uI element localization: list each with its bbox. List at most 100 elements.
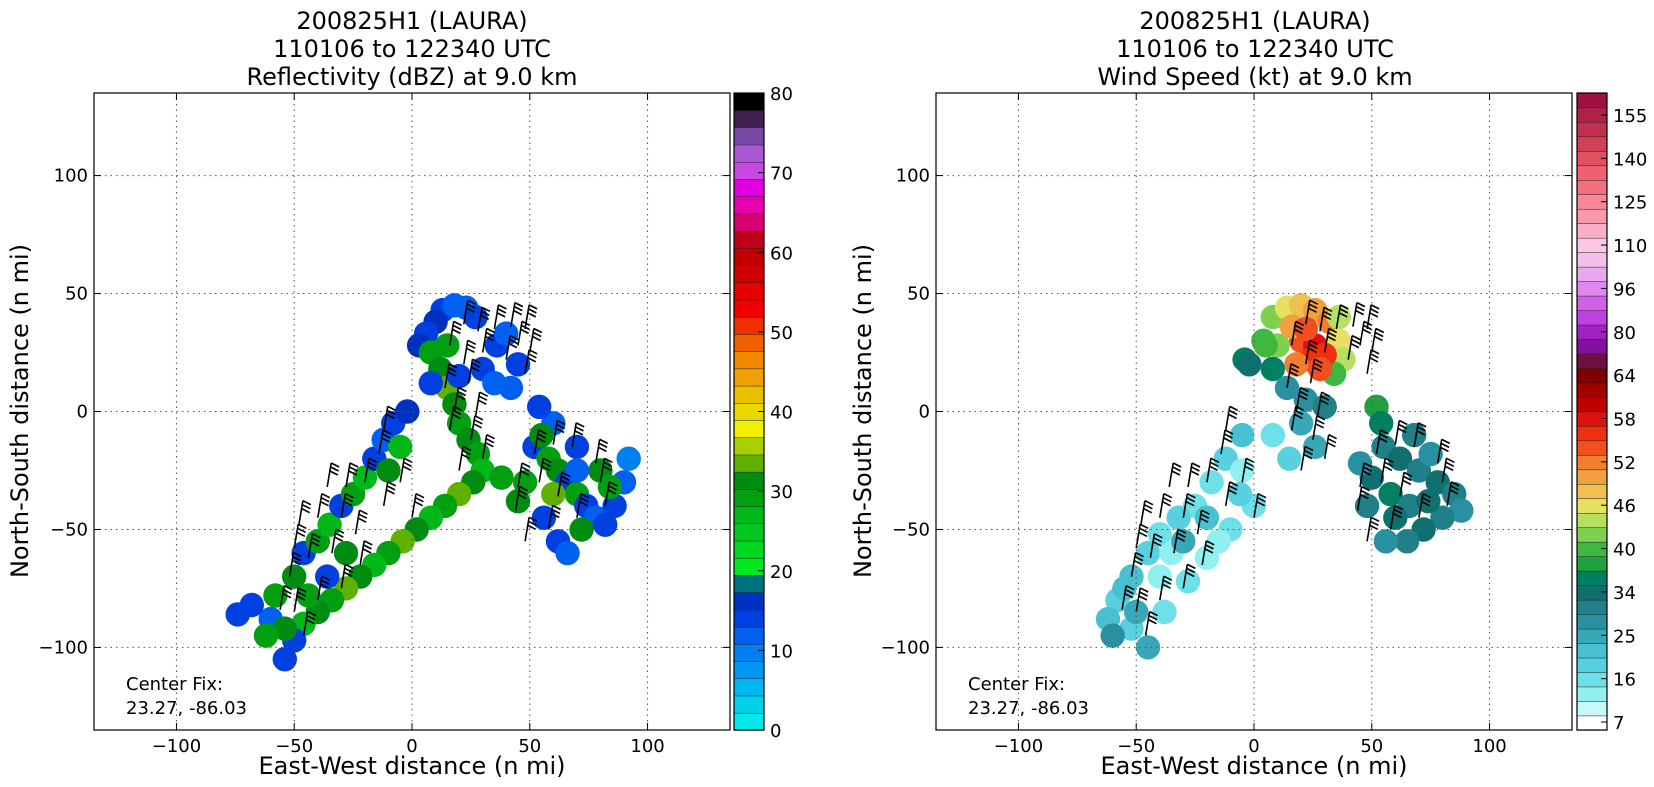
colorbar-swatch [1576,252,1608,268]
x-tick-label: 50 [1360,736,1383,757]
colorbar-swatch [1576,570,1608,586]
colorbar-swatch [1576,498,1608,514]
wind-barb [470,415,484,440]
x-tick-label: 0 [1248,736,1259,757]
field-cell [1347,451,1373,476]
wind-barb [1335,304,1349,330]
field-cell [1175,569,1201,594]
colorbar-swatch [1576,425,1608,442]
wind-barb [1224,405,1239,431]
wind-barbs [279,299,618,636]
colorbar-tick-label: 125 [1613,193,1647,214]
wind-barb [298,499,312,525]
wind-barb [538,457,552,483]
colorbar-swatch [1576,671,1608,688]
wind-barb [547,504,561,530]
colorbar-tick-label: 60 [770,243,793,264]
colorbar-swatch [1576,541,1608,557]
y-tick-label: 100 [54,166,88,187]
wind-barb [1394,419,1408,445]
wind-barb [331,528,345,554]
wind-barb [1323,433,1338,459]
wind-barb [1182,492,1196,518]
colorbar-tick-label: 140 [1613,149,1647,170]
colorbar-swatch [1576,686,1608,702]
field-cell [593,512,618,537]
wind-barb [1309,358,1323,384]
field-cell [282,564,307,589]
wind-barb [474,391,488,417]
field-cell [1369,411,1394,436]
wind-barb [1290,405,1305,431]
y-tick-label: −100 [39,637,88,658]
wind-barb [1323,327,1338,353]
field-cell [616,446,641,471]
wind-barb [1241,457,1255,483]
field-cell [225,602,250,627]
colorbar-tick-label: 16 [1613,670,1636,691]
x-axis-label: East-West distance (n mi) [1100,752,1407,780]
field-cell [418,371,443,396]
wind-barb [1366,349,1380,374]
center-fix-label: Center Fix: [968,674,1065,695]
field-cell [1430,505,1455,530]
wind-barb [1196,509,1210,535]
colorbar-swatch [1576,584,1608,601]
wind-barb [493,304,507,330]
field-cell [435,333,460,358]
field-cell [1284,352,1309,377]
field-cell [296,583,321,608]
field-cell [1383,505,1408,530]
colorbar-swatch [733,678,765,697]
colorbar-swatch [733,144,765,163]
colorbar-swatch [1576,165,1608,181]
field-cell [564,434,590,460]
wind-barb [1290,320,1305,346]
wind-barb [524,349,538,374]
colorbar: 0 10 20 30 40 50 60 70 80 [733,84,793,742]
colorbar-tick-label: 46 [1613,496,1636,517]
wind-barb [1312,415,1326,440]
colorbar-tick-label: 40 [770,403,793,424]
colorbar-frame [1576,92,1608,731]
plot-frame [935,92,1573,731]
y-tick-label: −50 [50,519,88,540]
wind-barb [463,339,477,365]
field-cell [1373,529,1399,554]
wind-barb [1446,481,1460,507]
colorbar-tick-label: 64 [1613,366,1636,387]
wind-barb [1149,533,1163,558]
colorbar-tick-label: 30 [770,482,793,503]
colorbar-swatch [1576,223,1608,239]
wind-barb [1220,429,1234,455]
colorbar-tick-label: 0 [770,721,781,742]
y-tick-label: 0 [77,402,88,423]
colorbar-swatch [733,247,765,266]
wind-barb [463,299,477,325]
wind-barb [364,457,378,483]
field-cell [498,375,524,401]
field-cell [1394,529,1420,554]
colorbar-swatch [733,695,765,714]
field-cell [1135,635,1161,660]
y-tick-label: 50 [907,284,930,305]
wind-barb [340,492,354,518]
colorbar-swatch [1576,628,1608,644]
wind-barb [594,438,609,464]
wind-barb [1319,306,1333,332]
wind-barb [1371,327,1385,353]
wind-barb [279,584,293,610]
wind-barb [1140,499,1154,525]
wind-barb [288,551,302,577]
wind-barb [517,462,531,488]
colorbar-swatch [1576,454,1608,471]
colorbar-swatch [733,712,765,731]
wind-barb [477,306,491,332]
colorbar-tick-label: 155 [1613,106,1647,127]
colorbar-swatch [733,109,765,129]
wind-barb [293,587,307,613]
colorbar-swatch [1576,338,1608,355]
field-cell [388,434,413,460]
field-cell [564,458,590,483]
wind-barb [1182,563,1196,589]
